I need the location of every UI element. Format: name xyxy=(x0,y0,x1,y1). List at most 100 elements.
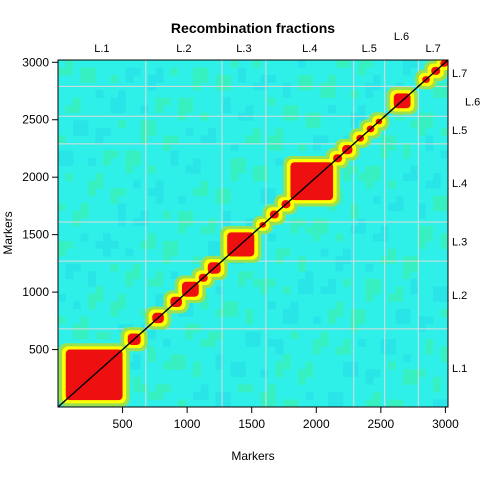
heatmap-cell xyxy=(170,67,179,76)
heatmap-cell xyxy=(373,195,381,204)
x-tick-label: 500 xyxy=(113,417,133,431)
heatmap-cell xyxy=(245,316,254,325)
heatmap-cell xyxy=(440,346,448,355)
heatmap-cell xyxy=(253,278,261,287)
heatmap-cell xyxy=(208,225,216,234)
heatmap-cell xyxy=(425,120,434,129)
heatmap-cell xyxy=(185,165,194,174)
heatmap-cell xyxy=(95,90,104,99)
heatmap-cell xyxy=(350,165,359,174)
heatmap-cell xyxy=(313,346,321,355)
heatmap-cell xyxy=(215,354,224,363)
heatmap-cell xyxy=(238,158,246,166)
heatmap-cell xyxy=(65,150,74,159)
heatmap-cell xyxy=(223,210,231,219)
heatmap-cell xyxy=(418,210,426,219)
heatmap-cell xyxy=(185,301,194,310)
heatmap-cell xyxy=(238,384,246,393)
heatmap-cell xyxy=(118,210,126,219)
heatmap-cell xyxy=(260,188,269,197)
heatmap-cell xyxy=(313,233,321,242)
heatmap-cell xyxy=(118,90,126,99)
heatmap-cell xyxy=(388,248,396,257)
heatmap-cell xyxy=(403,67,411,76)
heatmap-cell xyxy=(403,316,411,325)
heatmap-cell xyxy=(290,225,299,234)
heatmap-cell xyxy=(418,369,426,378)
heatmap-cell xyxy=(185,331,194,340)
heatmap-cell xyxy=(328,399,336,407)
heatmap-cell xyxy=(388,142,396,151)
heatmap-cell xyxy=(148,331,156,340)
heatmap-cell xyxy=(425,142,434,151)
heatmap-cell xyxy=(80,324,89,332)
heatmap-cell xyxy=(335,301,344,310)
heatmap-cell xyxy=(88,158,96,166)
heatmap-cell xyxy=(320,339,329,347)
heatmap-cell xyxy=(148,120,156,129)
heatmap-cell xyxy=(140,105,149,114)
heatmap-cell xyxy=(260,369,269,378)
heatmap-cell xyxy=(283,316,291,325)
heatmap-cell xyxy=(170,248,179,257)
heatmap-cell xyxy=(58,150,66,159)
heatmap-cell xyxy=(125,158,134,166)
heatmap-cell xyxy=(328,316,336,325)
heatmap-cell xyxy=(125,75,134,83)
heatmap-cell xyxy=(253,135,261,144)
heatmap-cell xyxy=(440,150,448,159)
heatmap-cell xyxy=(418,127,426,136)
y-tick-label: 1000 xyxy=(22,285,49,299)
heatmap-cell xyxy=(193,67,201,76)
heatmap-cell xyxy=(268,195,276,204)
heatmap-cell xyxy=(253,165,261,174)
heatmap-cell xyxy=(215,361,224,370)
heatmap-cell xyxy=(65,173,74,181)
heatmap-cell xyxy=(298,256,306,264)
heatmap-cell xyxy=(343,165,351,174)
heatmap-cell xyxy=(110,188,119,197)
heatmap-cell xyxy=(275,127,284,136)
heatmap-cell xyxy=(95,127,104,136)
heatmap-cell xyxy=(80,67,89,76)
heatmap-cell xyxy=(275,256,284,264)
heatmap-cell xyxy=(283,354,291,363)
heatmap-cell xyxy=(268,339,276,347)
heatmap-cell xyxy=(155,278,164,287)
linkage-group-labels: L.1 L.1 L.2 L.2 L.3 L.3 L.4 L.4 L.5 L.5 L.6 L.6 L.7 L… xyxy=(94,31,480,375)
heatmap-cell xyxy=(223,105,231,114)
heatmap-cell xyxy=(215,308,224,317)
heatmap-cell xyxy=(313,339,321,347)
heatmap-cell xyxy=(133,361,141,370)
heatmap-cell xyxy=(245,271,254,280)
heatmap-cell xyxy=(410,263,419,272)
heatmap-cell xyxy=(403,376,411,385)
heatmap-cell xyxy=(185,324,194,332)
heatmap-cell xyxy=(118,188,126,197)
heatmap-cell xyxy=(433,376,441,385)
heatmap-cell xyxy=(403,60,411,68)
heatmap-cell xyxy=(140,384,149,393)
heatmap-cell xyxy=(238,361,246,370)
heatmap-cell xyxy=(313,135,321,144)
heatmap-cell xyxy=(260,399,269,407)
heatmap-cell xyxy=(350,308,359,317)
axes: 500 1000 1500 2000 2500 3000 500 1000 1500 2000 25… xyxy=(22,55,459,431)
heatmap-cell xyxy=(73,210,81,219)
heatmap-cell xyxy=(433,203,441,212)
heatmap-cell xyxy=(358,173,366,181)
heatmap-cell xyxy=(178,354,186,363)
diagonal-line xyxy=(57,59,449,408)
heatmap-cell xyxy=(170,271,179,280)
heatmap-cell xyxy=(328,308,336,317)
heatmap-cell xyxy=(335,256,344,264)
heatmap-cell xyxy=(178,361,186,370)
heatmap-cell xyxy=(95,293,104,302)
right-group-label: L.3 xyxy=(452,237,467,249)
heatmap-cell xyxy=(260,278,269,287)
heatmap-cell xyxy=(418,324,426,332)
heatmap-cell xyxy=(305,278,314,287)
heatmap-cell xyxy=(65,271,74,280)
heatmap-cell xyxy=(103,248,111,257)
y-axis-label: Markers xyxy=(1,211,15,254)
